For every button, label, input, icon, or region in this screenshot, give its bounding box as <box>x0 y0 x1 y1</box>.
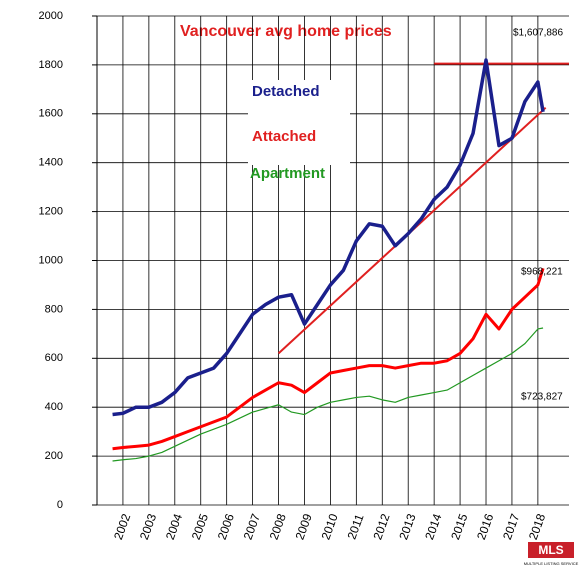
annotation: $723,827 <box>521 392 563 403</box>
x-tick-label: 2005 <box>189 511 211 541</box>
x-tick-label: 2012 <box>370 511 392 541</box>
x-tick-label: 2008 <box>267 511 289 541</box>
x-tick-label: 2004 <box>163 511 185 541</box>
x-tick-label: 2014 <box>422 511 444 541</box>
x-tick-label: 2002 <box>111 511 133 541</box>
legend-label: Attached <box>252 128 316 145</box>
x-tick-label: 2015 <box>448 511 470 541</box>
y-tick-label: 1200 <box>39 206 63 218</box>
x-tick-label: 2018 <box>526 511 548 541</box>
y-tick-label: 0 <box>57 499 63 511</box>
x-tick-label: 2003 <box>137 511 159 541</box>
y-tick-label: 1000 <box>39 254 63 266</box>
y-tick-label: 200 <box>45 450 63 462</box>
series-line <box>112 327 544 462</box>
y-tick-label: 1600 <box>39 108 63 120</box>
x-tick-label: 2010 <box>318 511 340 541</box>
logo: MLS MULTIPLE LISTING SERVICE <box>524 542 579 566</box>
annotation: $968,221 <box>521 267 563 278</box>
chart-title: Vancouver avg home prices <box>180 23 392 40</box>
legend-box <box>248 80 350 165</box>
x-tick-label: 2016 <box>474 511 496 541</box>
y-tick-label: 1800 <box>39 59 63 71</box>
y-tick-label: 600 <box>45 352 63 364</box>
y-tick-label: 800 <box>45 303 63 315</box>
x-tick-label: 2007 <box>241 511 263 541</box>
y-tick-label: 2000 <box>39 10 63 22</box>
legend-label: Detached <box>252 83 320 100</box>
logo-subtext: MULTIPLE LISTING SERVICE <box>524 561 579 566</box>
x-tick-label: 2006 <box>215 511 237 541</box>
series-line <box>112 267 545 451</box>
x-tick-label: 2009 <box>293 511 315 541</box>
legend-label: Apartment <box>250 165 325 182</box>
x-tick-label: 2017 <box>500 511 522 541</box>
annotation: $1,607,886 <box>513 28 563 39</box>
y-tick-label: 400 <box>45 401 63 413</box>
series-line <box>112 58 545 417</box>
y-tick-label: 1400 <box>39 157 63 169</box>
x-tick-label: 2013 <box>396 511 418 541</box>
x-tick-label: 2011 <box>345 512 367 541</box>
logo-text: MLS <box>538 543 563 557</box>
